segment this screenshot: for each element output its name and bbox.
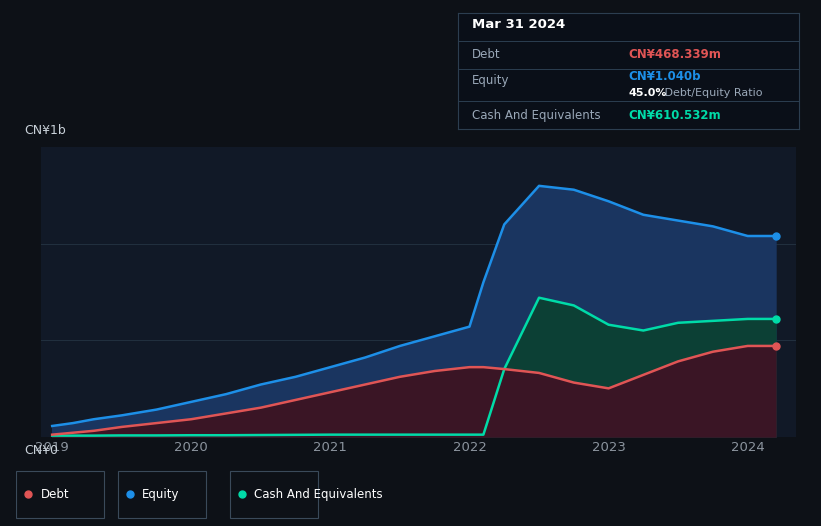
Text: CN¥610.532m: CN¥610.532m — [629, 109, 721, 122]
Text: Debt: Debt — [472, 47, 500, 60]
Text: Equity: Equity — [142, 488, 179, 501]
Text: Cash And Equivalents: Cash And Equivalents — [472, 109, 600, 122]
FancyBboxPatch shape — [230, 471, 318, 518]
Text: 45.0%: 45.0% — [629, 88, 667, 98]
Text: CN¥468.339m: CN¥468.339m — [629, 47, 722, 60]
FancyBboxPatch shape — [16, 471, 104, 518]
Text: Debt/Equity Ratio: Debt/Equity Ratio — [661, 88, 763, 98]
Text: Debt: Debt — [40, 488, 69, 501]
Text: CN¥1.040b: CN¥1.040b — [629, 70, 701, 83]
Text: CN¥1b: CN¥1b — [25, 124, 67, 137]
Text: CN¥0: CN¥0 — [25, 444, 58, 458]
Text: Cash And Equivalents: Cash And Equivalents — [254, 488, 383, 501]
FancyBboxPatch shape — [118, 471, 206, 518]
Text: Equity: Equity — [472, 74, 509, 87]
Text: Mar 31 2024: Mar 31 2024 — [472, 18, 565, 32]
